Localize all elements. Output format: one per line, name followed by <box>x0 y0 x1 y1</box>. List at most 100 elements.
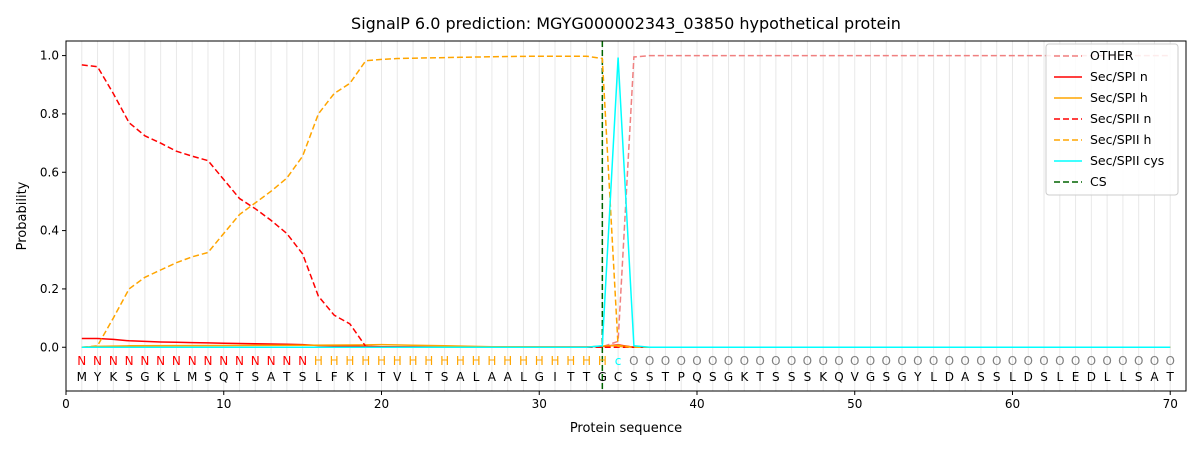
region-label: H <box>487 354 496 368</box>
grid-lines <box>81 41 1171 391</box>
residue-label: S <box>1135 370 1143 384</box>
y-tick-label: 0.4 <box>40 224 59 238</box>
residue-label: I <box>364 370 368 384</box>
residue-label: D <box>1087 370 1096 384</box>
residue-label: S <box>882 370 890 384</box>
chart-title: SignalP 6.0 prediction: MGYG000002343_03… <box>351 14 901 34</box>
x-tick-label: 60 <box>1005 397 1020 411</box>
region-label: O <box>755 354 764 368</box>
residue-label: M <box>77 370 87 384</box>
region-label: O <box>803 354 812 368</box>
residue-label: G <box>598 370 607 384</box>
region-label: O <box>1087 354 1096 368</box>
legend-label-cs: CS <box>1090 174 1107 189</box>
residue-label: T <box>235 370 244 384</box>
residue-label: Y <box>913 370 922 384</box>
x-tick-label: 0 <box>62 397 70 411</box>
residue-label: G <box>724 370 733 384</box>
residue-label: L <box>930 370 937 384</box>
region-label: O <box>1150 354 1159 368</box>
region-label: O <box>645 354 654 368</box>
y-tick-label: 0.0 <box>40 340 59 354</box>
region-label: N <box>77 354 86 368</box>
region-label: O <box>629 354 638 368</box>
y-tick-label: 0.8 <box>40 107 59 121</box>
residue-label: T <box>566 370 575 384</box>
residue-label: T <box>282 370 291 384</box>
region-label: O <box>787 354 796 368</box>
region-label: O <box>976 354 985 368</box>
region-label: N <box>156 354 165 368</box>
legend-label-sec-spii-cys: Sec/SPII cys <box>1090 153 1164 168</box>
plot-frame <box>65 40 1187 392</box>
region-label: H <box>535 354 544 368</box>
region-label: H <box>503 354 512 368</box>
region-label: O <box>866 354 875 368</box>
region-label: O <box>1165 354 1174 368</box>
residue-label: L <box>315 370 322 384</box>
residue-label: A <box>504 370 513 384</box>
residue-label: L <box>1056 370 1063 384</box>
residue-label: P <box>678 370 685 384</box>
residue-label: S <box>993 370 1001 384</box>
residue-label: S <box>299 370 307 384</box>
region-label: O <box>1008 354 1017 368</box>
series-layer <box>81 54 1171 349</box>
region-label: N <box>140 354 149 368</box>
residue-label: L <box>1120 370 1127 384</box>
residue-label: Q <box>219 370 228 384</box>
residue-label: G <box>866 370 875 384</box>
residue-label: G <box>535 370 544 384</box>
region-label: O <box>661 354 670 368</box>
region-label: H <box>598 354 607 368</box>
region-label: N <box>282 354 291 368</box>
residue-label: K <box>346 370 355 384</box>
residue-label: V <box>851 370 860 384</box>
region-label: N <box>267 354 276 368</box>
region-label: O <box>1071 354 1080 368</box>
legend-label-sec-spi-n: Sec/SPI n <box>1090 69 1148 84</box>
legend-label-other: OTHER <box>1090 48 1134 63</box>
x-tick-label: 40 <box>689 397 704 411</box>
region-label: H <box>440 354 449 368</box>
region-label: O <box>692 354 701 368</box>
residue-label: V <box>393 370 402 384</box>
region-label: N <box>203 354 212 368</box>
region-label: O <box>1118 354 1127 368</box>
residue-label: A <box>1150 370 1159 384</box>
residue-label: M <box>187 370 197 384</box>
region-label: H <box>566 354 575 368</box>
y-axis-label: Probability <box>15 181 30 250</box>
residue-label: S <box>125 370 133 384</box>
residue-label: T <box>582 370 591 384</box>
residue-label: S <box>204 370 212 384</box>
region-label: H <box>409 354 418 368</box>
region-label: O <box>850 354 859 368</box>
region-label: O <box>740 354 749 368</box>
residue-label: S <box>772 370 780 384</box>
region-label: H <box>550 354 559 368</box>
residue-label: Y <box>93 370 102 384</box>
series-line-sec-spii-h <box>81 55 1171 349</box>
region-label: H <box>519 354 528 368</box>
region-label: O <box>960 354 969 368</box>
residue-label: T <box>755 370 764 384</box>
region-label: O <box>929 354 938 368</box>
legend-label-sec-spi-h: Sec/SPI h <box>1090 90 1148 105</box>
region-label: O <box>1024 354 1033 368</box>
region-label: H <box>361 354 370 368</box>
region-label: N <box>125 354 134 368</box>
residue-label: L <box>173 370 180 384</box>
series-line-sec-spii-cys <box>81 57 1171 349</box>
region-label: O <box>913 354 922 368</box>
residue-label: S <box>251 370 259 384</box>
y-tick-label: 0.2 <box>40 282 59 296</box>
region-label: H <box>330 354 339 368</box>
residue-label: S <box>630 370 638 384</box>
region-label: O <box>676 354 685 368</box>
region-label: H <box>424 354 433 368</box>
legend-label-sec-spii-n: Sec/SPII n <box>1090 111 1151 126</box>
region-label: O <box>771 354 780 368</box>
